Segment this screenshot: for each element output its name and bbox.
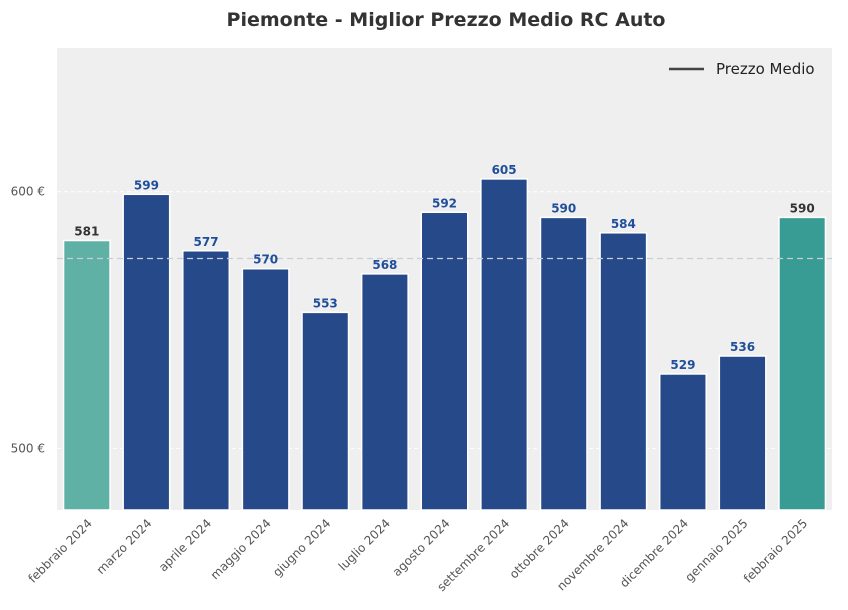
bar-value-label: 577 xyxy=(194,235,219,249)
bar-value-label: 568 xyxy=(372,258,397,272)
x-tick-label: luglio 2024 xyxy=(336,516,393,573)
bar xyxy=(241,267,290,511)
x-tick-label: agosto 2024 xyxy=(390,516,453,579)
x-tick-label: ottobre 2024 xyxy=(507,516,572,581)
bar-value-label: 592 xyxy=(432,196,457,210)
bar xyxy=(62,239,111,511)
bar xyxy=(182,250,231,511)
bar xyxy=(420,211,469,511)
x-tick-label: febbraio 2025 xyxy=(741,516,810,585)
chart-title: Piemonte - Miglior Prezzo Medio RC Auto xyxy=(227,9,666,31)
y-tick-label: 600 € xyxy=(11,185,45,199)
bar xyxy=(360,273,409,511)
bar xyxy=(778,216,827,511)
bar-value-label: 599 xyxy=(134,178,159,192)
bar xyxy=(718,355,767,511)
legend-label: Prezzo Medio xyxy=(716,60,815,78)
bar-value-label: 553 xyxy=(313,296,338,310)
bar xyxy=(480,178,529,511)
bar-value-label: 590 xyxy=(551,201,576,215)
y-axis-ticks: 500 € 600 € xyxy=(11,185,45,456)
bar xyxy=(539,216,588,511)
bar-value-label: 590 xyxy=(790,201,815,215)
bar-value-label: 536 xyxy=(730,340,755,354)
bar-value-label: 570 xyxy=(253,253,278,267)
x-tick-label: marzo 2024 xyxy=(94,516,155,577)
y-tick-label: 500 € xyxy=(11,441,45,455)
bar-value-label: 581 xyxy=(74,225,99,239)
bar-value-label: 584 xyxy=(611,217,636,231)
x-tick-label: giugno 2024 xyxy=(270,516,333,579)
bar xyxy=(599,232,648,511)
bar-value-label: 529 xyxy=(670,358,695,372)
x-tick-label: gennaio 2025 xyxy=(682,516,750,584)
bars xyxy=(62,178,827,511)
bar xyxy=(301,311,350,511)
x-tick-label: aprile 2024 xyxy=(156,516,214,574)
bar-value-label: 605 xyxy=(492,163,517,177)
legend: Prezzo Medio xyxy=(669,60,815,78)
x-tick-label: maggio 2024 xyxy=(208,516,274,582)
bar xyxy=(122,193,171,511)
bar-value-labels: 581 599 577 570 553 568 592 605 590 584 529 536 590 xyxy=(74,163,814,372)
x-tick-label: febbraio 2024 xyxy=(26,516,95,585)
bar xyxy=(658,373,707,511)
